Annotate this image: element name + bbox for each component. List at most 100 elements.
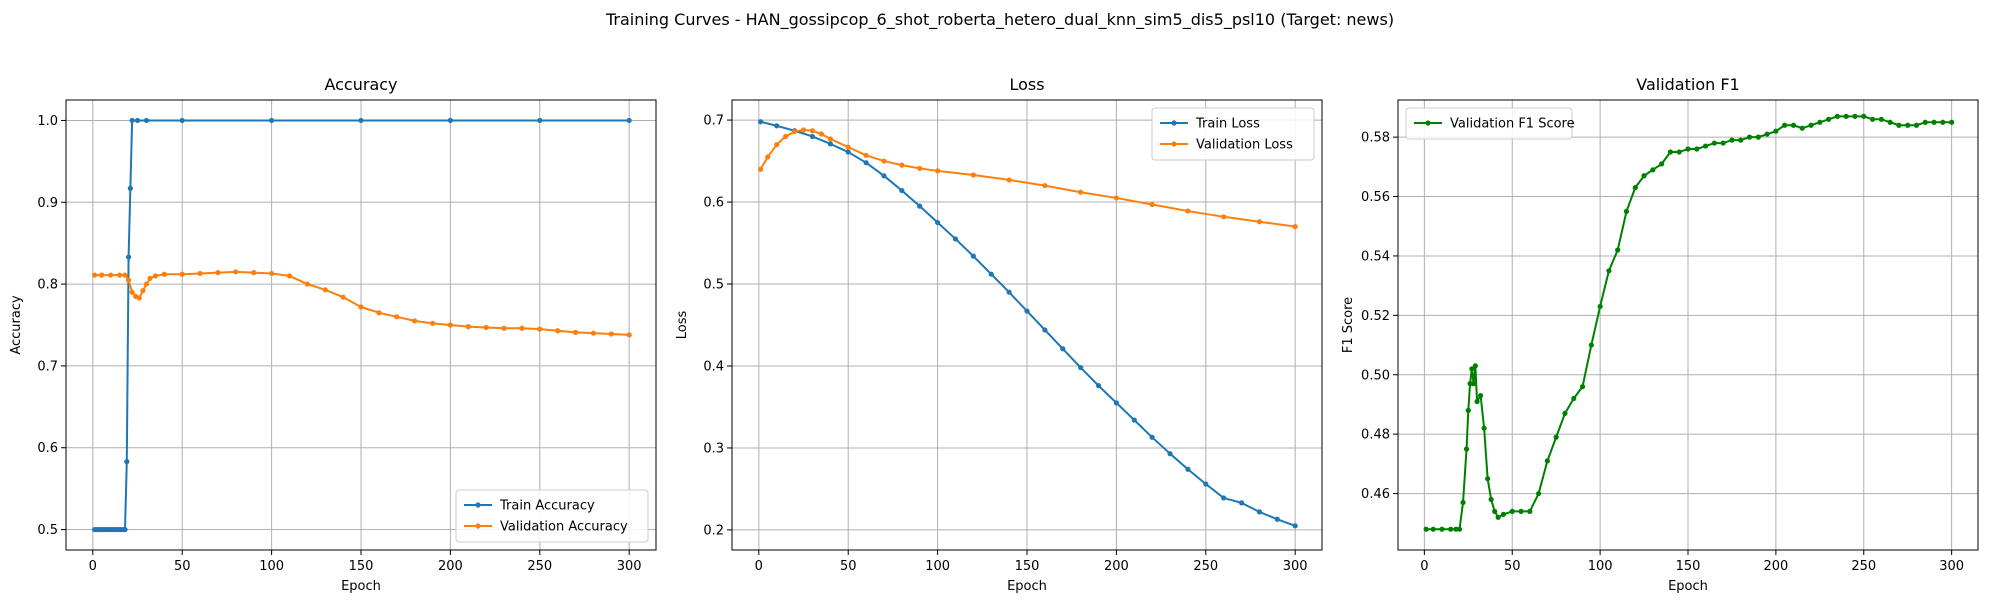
data-point	[304, 281, 310, 287]
legend-label: Validation F1 Score	[1450, 117, 1575, 132]
x-tick-label: 200	[438, 559, 463, 574]
x-tick-label: 200	[1763, 559, 1788, 574]
legend-box	[1151, 107, 1315, 161]
legend-label: Validation Accuracy	[500, 520, 628, 535]
data-point	[1579, 384, 1586, 390]
y-tick-label: 0.52	[1361, 309, 1390, 324]
data-point	[1149, 434, 1155, 440]
y-tick-label: 0.56	[1361, 190, 1390, 205]
data-point	[447, 322, 453, 328]
x-tick-label: 150	[349, 559, 374, 574]
data-point	[429, 320, 436, 326]
data-point	[1006, 177, 1012, 183]
data-point	[1500, 511, 1507, 517]
data-point	[1509, 508, 1515, 514]
data-point	[1869, 116, 1876, 122]
data-point	[1720, 140, 1726, 146]
data-point	[1896, 122, 1902, 128]
x-axis-label: Epoch	[1668, 579, 1708, 594]
x-tick-label: 300	[1939, 559, 1964, 574]
data-point	[1078, 189, 1084, 195]
data-point	[161, 271, 167, 277]
data-point	[791, 128, 798, 135]
data-point	[626, 332, 632, 338]
data-point	[215, 270, 221, 276]
data-point	[1861, 113, 1867, 119]
data-point	[1470, 381, 1477, 387]
data-point	[519, 325, 525, 331]
data-point	[129, 117, 135, 124]
data-point	[899, 187, 905, 194]
x-tick-label: 100	[925, 559, 950, 574]
y-tick-label: 0.6	[703, 196, 724, 211]
data-point	[358, 304, 364, 310]
data-point	[1694, 146, 1700, 152]
y-tick-label: 0.7	[37, 359, 58, 374]
data-point	[1597, 303, 1603, 310]
y-tick-label: 0.6	[37, 441, 58, 456]
data-point	[1544, 458, 1550, 464]
data-point	[1702, 143, 1709, 149]
data-point	[1474, 398, 1480, 405]
data-point	[800, 127, 807, 133]
data-point	[952, 236, 959, 242]
data-point	[1042, 183, 1048, 189]
data-point	[555, 328, 561, 334]
data-point	[863, 152, 869, 158]
data-point	[1773, 128, 1779, 134]
plot-frame	[731, 99, 1323, 551]
data-point	[1878, 116, 1884, 122]
x-tick-label: 0	[755, 559, 763, 574]
data-point	[1131, 417, 1137, 423]
data-point	[394, 314, 400, 320]
data-point	[1782, 122, 1788, 128]
x-tick-label: 100	[259, 559, 284, 574]
data-point	[881, 173, 887, 179]
data-point	[1940, 119, 1946, 125]
x-axis-label: Epoch	[341, 579, 381, 594]
data-point	[1478, 392, 1484, 399]
data-point	[1078, 365, 1084, 371]
y-tick-label: 0.54	[1361, 249, 1390, 264]
y-tick-label: 0.58	[1361, 131, 1390, 146]
accuracy-panel: 0 50 100 150 200 250 300 0.5 0.6 0.7 0.8 0.9 1.0 Accu…	[9, 75, 657, 594]
data-point	[845, 149, 851, 155]
data-point	[935, 219, 941, 226]
x-axis-label: Epoch	[1007, 579, 1047, 594]
data-point	[1292, 224, 1298, 230]
data-point	[1185, 466, 1191, 472]
data-point	[152, 273, 158, 279]
data-point	[122, 526, 128, 533]
y-tick-label: 0.48	[1361, 428, 1390, 443]
x-tick-label: 250	[1851, 559, 1876, 574]
data-point	[917, 203, 923, 209]
legend-marker	[475, 502, 481, 508]
legend-marker	[1171, 120, 1177, 126]
data-point	[590, 330, 597, 336]
data-point	[1492, 508, 1498, 514]
y-tick-label: 0.5	[703, 278, 724, 293]
data-point	[1472, 363, 1478, 369]
data-point	[125, 254, 132, 260]
data-point	[1615, 247, 1621, 253]
y-axis-label: Loss	[675, 311, 690, 340]
data-point	[845, 144, 851, 150]
data-point	[608, 331, 614, 337]
data-point	[1817, 119, 1823, 125]
data-point	[1024, 308, 1030, 314]
data-point	[1423, 526, 1429, 532]
x-tick-label: 0	[89, 559, 97, 574]
data-point	[1095, 383, 1102, 389]
data-point	[179, 271, 185, 277]
legend-marker	[1171, 141, 1177, 147]
data-point	[758, 166, 764, 172]
data-point	[92, 272, 98, 278]
data-point	[1463, 446, 1470, 452]
data-point	[1256, 219, 1263, 225]
data-point	[465, 324, 471, 330]
data-point	[179, 117, 185, 124]
data-point	[1685, 146, 1691, 152]
x-tick-label: 150	[1015, 559, 1040, 574]
legend-box	[455, 489, 649, 543]
data-point	[197, 270, 203, 277]
